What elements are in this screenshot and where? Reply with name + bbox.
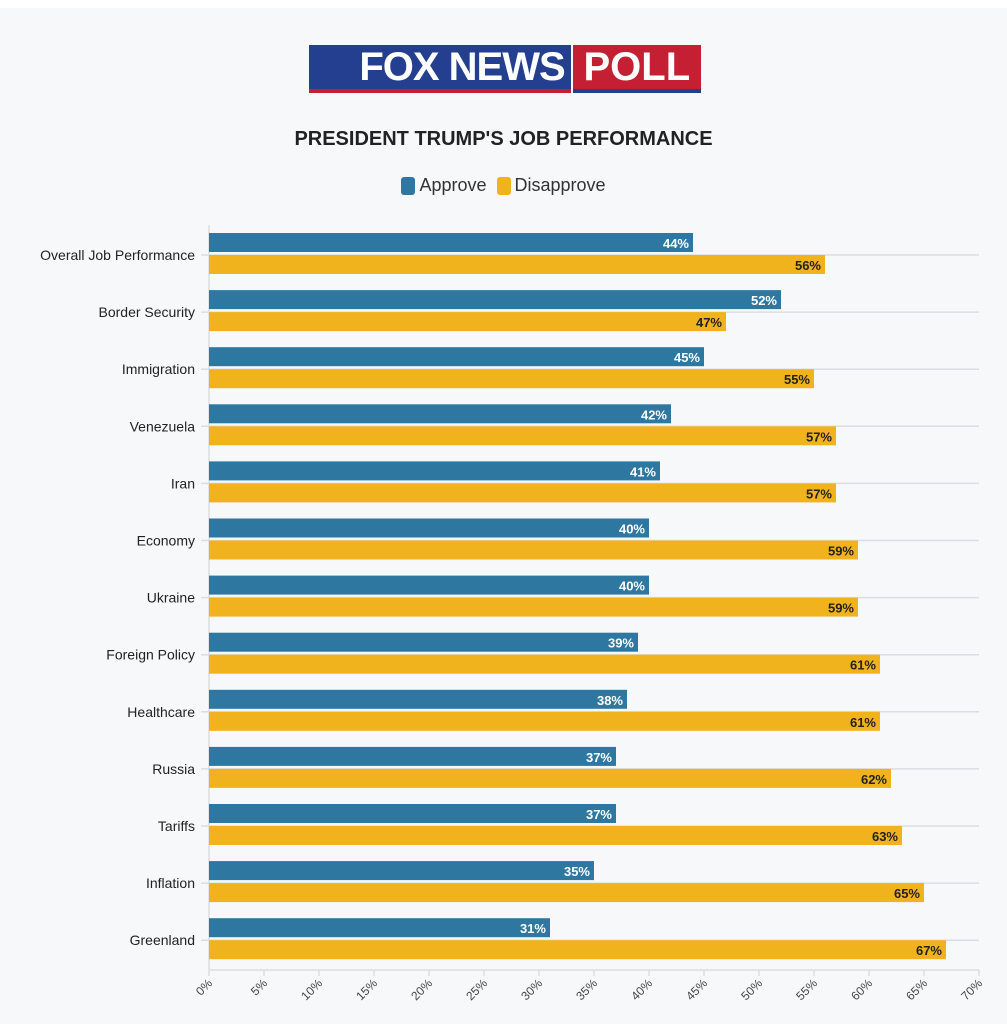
- x-tick-label: 50%: [738, 976, 765, 1003]
- bar-approve: [209, 518, 649, 538]
- data-label: 40%: [619, 522, 645, 537]
- legend-item-disapprove[interactable]: Disapprove: [496, 175, 606, 196]
- bar-approve: [209, 290, 781, 310]
- category-label: Tariffs: [158, 818, 195, 834]
- x-tick-label: 0%: [193, 976, 215, 998]
- legend-label-disapprove: Disapprove: [514, 175, 606, 195]
- data-label: 42%: [641, 407, 667, 422]
- x-tick-label: 5%: [248, 976, 270, 998]
- x-tick-label: 10%: [298, 976, 325, 1003]
- bar-approve: [209, 746, 616, 766]
- x-tick-label: 25%: [463, 976, 490, 1003]
- category-label: Inflation: [146, 875, 195, 891]
- bar-approve: [209, 461, 660, 481]
- bar-approve: [209, 347, 704, 367]
- bar-disapprove: [209, 483, 836, 503]
- x-tick-label: 60%: [848, 976, 875, 1003]
- category-label: Healthcare: [127, 704, 195, 720]
- category-label: Ukraine: [147, 590, 195, 606]
- bar-disapprove: [209, 369, 814, 389]
- bar-approve: [209, 233, 693, 252]
- x-tick-label: 45%: [683, 976, 710, 1003]
- fox-news-poll-logo: FOX NEWS POLL: [309, 45, 701, 101]
- legend-label-approve: Approve: [419, 175, 487, 195]
- top-strip: [0, 0, 1007, 8]
- legend: Approve Disapprove: [0, 175, 1007, 196]
- data-label: 59%: [828, 601, 854, 616]
- x-tick-label: 40%: [628, 976, 655, 1003]
- x-tick-label: 65%: [903, 976, 930, 1003]
- x-tick-label: 30%: [518, 976, 545, 1003]
- data-label: 63%: [872, 829, 898, 844]
- category-label: Russia: [152, 761, 195, 777]
- bar-approve: [209, 861, 594, 881]
- bar-approve: [209, 404, 671, 424]
- category-label: Foreign Policy: [106, 647, 195, 663]
- bar-disapprove: [209, 940, 946, 960]
- legend-swatch-disapprove: [496, 176, 511, 195]
- data-label: 41%: [630, 464, 656, 479]
- bar-approve: [209, 918, 550, 938]
- x-tick-label: 20%: [408, 976, 435, 1003]
- bar-approve: [209, 575, 649, 595]
- data-label: 35%: [564, 864, 590, 879]
- data-label: 57%: [806, 429, 832, 444]
- x-tick-label: 15%: [353, 976, 380, 1003]
- category-label: Immigration: [122, 361, 195, 377]
- bar-disapprove: [209, 426, 836, 446]
- data-label: 37%: [586, 807, 612, 822]
- x-tick-label: 55%: [793, 976, 820, 1003]
- bar-disapprove: [209, 654, 880, 674]
- data-label: 57%: [806, 486, 832, 501]
- bar-approve: [209, 804, 616, 823]
- data-label: 44%: [663, 236, 689, 251]
- data-label: 38%: [597, 693, 623, 708]
- data-label: 45%: [674, 350, 700, 365]
- data-label: 31%: [520, 921, 546, 936]
- x-tick-label: 70%: [958, 976, 985, 1003]
- bar-disapprove: [209, 540, 858, 560]
- data-label: 59%: [828, 544, 854, 559]
- bar-disapprove: [209, 826, 902, 845]
- x-tick-label: 35%: [573, 976, 600, 1003]
- data-label: 37%: [586, 750, 612, 765]
- category-label: Venezuela: [130, 418, 196, 434]
- data-label: 47%: [696, 315, 722, 330]
- data-label: 56%: [795, 258, 821, 273]
- chart-title: PRESIDENT TRUMP'S JOB PERFORMANCE: [294, 128, 713, 150]
- data-label: 40%: [619, 579, 645, 594]
- data-label: 62%: [861, 772, 887, 787]
- category-label: Border Security: [99, 304, 195, 320]
- data-label: 61%: [850, 715, 876, 730]
- bar-disapprove: [209, 768, 891, 788]
- data-label: 55%: [784, 372, 810, 387]
- data-label: 61%: [850, 658, 876, 673]
- data-label: 65%: [894, 886, 920, 901]
- bar-approve: [209, 689, 627, 709]
- data-label: 39%: [608, 636, 634, 651]
- bar-disapprove: [209, 312, 726, 332]
- bar-disapprove: [209, 883, 924, 903]
- legend-swatch-approve: [401, 176, 416, 195]
- category-label: Iran: [171, 475, 195, 491]
- category-label: Greenland: [130, 932, 195, 948]
- bar-approve: [209, 632, 638, 652]
- bar-disapprove: [209, 711, 880, 731]
- category-label: Overall Job Performance: [40, 247, 195, 263]
- bar-disapprove: [209, 255, 825, 274]
- data-label: 52%: [751, 293, 777, 308]
- legend-item-approve[interactable]: Approve: [401, 175, 487, 196]
- data-label: 67%: [916, 943, 942, 958]
- logo-poll: POLL: [572, 45, 701, 93]
- logo-fox-news: FOX NEWS: [309, 45, 571, 93]
- bar-disapprove: [209, 597, 858, 617]
- category-label: Economy: [137, 533, 195, 549]
